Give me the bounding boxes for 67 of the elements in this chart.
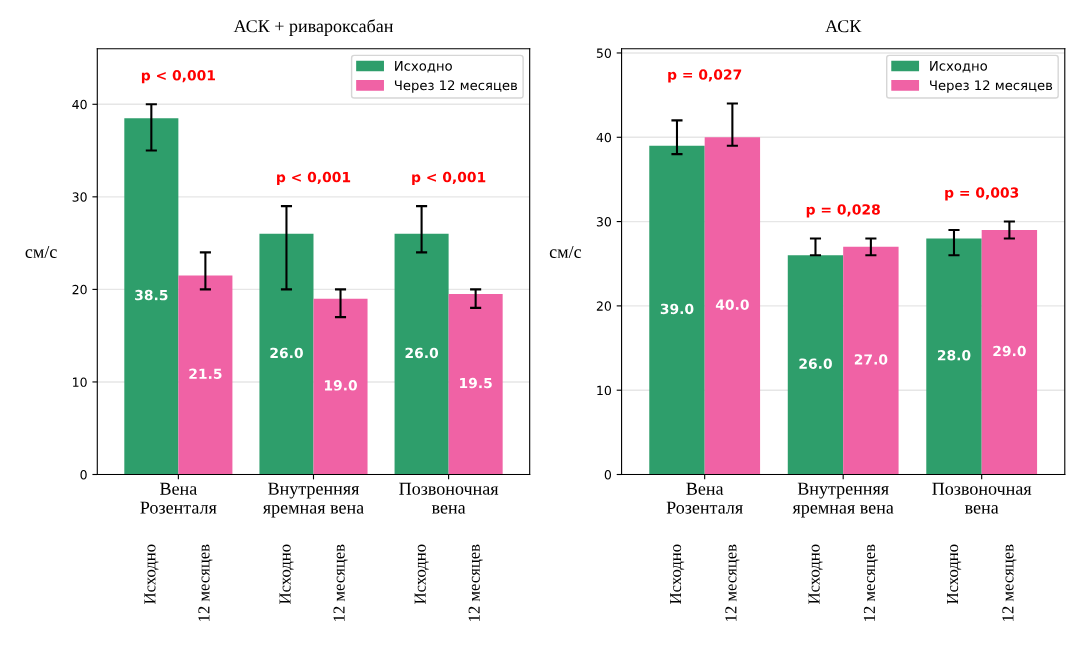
- data-label: 19.0: [324, 380, 357, 391]
- data-label: 26.0: [405, 347, 439, 359]
- text: Исходно: [947, 544, 962, 604]
- data-label: 26.0: [799, 358, 832, 369]
- text: Исходно: [414, 544, 429, 604]
- bar: [787, 255, 844, 475]
- text: Исходно: [670, 544, 685, 604]
- text: 12 месяцев: [1002, 544, 1017, 621]
- y-tick-label: 40: [72, 99, 87, 110]
- data-label: 28.0: [937, 349, 971, 361]
- bar: [981, 230, 1038, 475]
- bar: [843, 246, 899, 475]
- x-tick-label: Вена Розенталя: [666, 482, 743, 514]
- x-tick-label: Вена Розенталя: [140, 482, 217, 514]
- bar: [448, 294, 503, 475]
- bar: [178, 275, 233, 475]
- bar: [926, 238, 982, 475]
- text: 12 месяцев: [198, 544, 213, 621]
- y-tick-label: 10: [597, 385, 612, 396]
- bar: [259, 233, 314, 475]
- x-tick-label: Позвоночная вена: [932, 482, 1032, 514]
- legend-label: Через 12 месяцев: [394, 80, 518, 93]
- y-tick-label: 20: [72, 284, 87, 295]
- y-tick-label: 0: [604, 469, 612, 480]
- annotation: p < 0,001: [277, 171, 351, 186]
- y-axis-title: см/с: [549, 245, 582, 258]
- data-label: 27.0: [854, 354, 888, 365]
- data-label: 39.0: [660, 303, 694, 315]
- text: Исходно: [808, 544, 823, 604]
- text: 12 месяцев: [468, 544, 483, 621]
- x-tick-label: Внутренняя яремная вена: [262, 482, 364, 518]
- y-tick-label: 30: [72, 192, 87, 202]
- data-label: 40.0: [715, 299, 749, 310]
- text: 12 месяцев: [725, 544, 740, 621]
- y-tick-label: 50: [596, 48, 612, 58]
- y-tick-label: 0: [80, 469, 87, 480]
- data-label: 26.0: [270, 347, 303, 359]
- annotation: p < 0,001: [141, 70, 215, 84]
- legend-label: Исходно: [395, 61, 452, 73]
- annotation: p = 0,027: [668, 69, 742, 83]
- annotation: p = 0,028: [806, 204, 880, 218]
- bar: [649, 145, 705, 475]
- bar: [313, 298, 368, 475]
- bar: [394, 233, 449, 475]
- x-tick-label: Внутренняя яремная вена: [792, 482, 894, 518]
- y-tick-label: 30: [596, 217, 612, 227]
- y-tick-label: 10: [73, 377, 87, 387]
- data-label: 19.5: [460, 377, 492, 389]
- data-label: 38.5: [135, 289, 168, 301]
- text: Исходно: [279, 544, 294, 604]
- bar: [124, 118, 179, 475]
- chart-title: АСК + ривароксабан: [233, 19, 394, 36]
- bar: [704, 137, 761, 475]
- annotation: p < 0,001: [412, 171, 486, 186]
- legend-label: Через 12 месяцев: [930, 80, 1053, 93]
- y-tick-label: 20: [596, 301, 612, 311]
- data-label: 29.0: [993, 345, 1026, 357]
- annotation: p = 0,003: [945, 187, 1019, 201]
- text: Исходно: [144, 544, 159, 604]
- text: 12 месяцев: [863, 544, 879, 621]
- y-axis-title: см/с: [25, 245, 57, 258]
- data-label: 21.5: [189, 368, 222, 380]
- text: 12 месяцев: [333, 544, 348, 621]
- y-tick-label: 40: [596, 132, 612, 143]
- x-tick-label: Позвоночная вена: [399, 482, 499, 514]
- chart-title: АСК: [825, 20, 862, 33]
- legend-label: Исходно: [930, 61, 988, 73]
